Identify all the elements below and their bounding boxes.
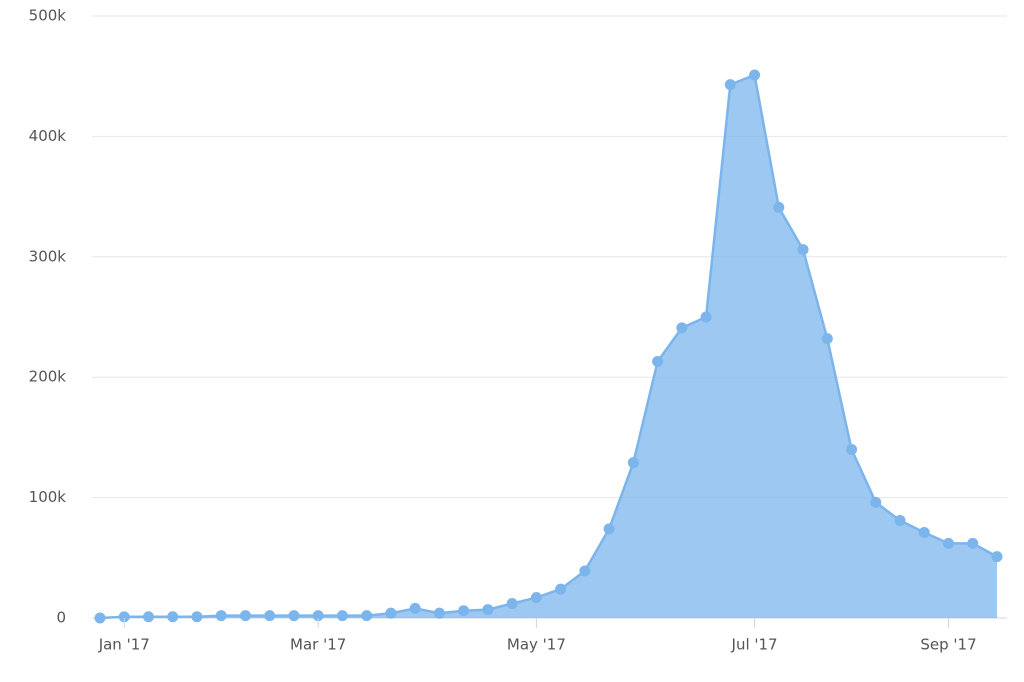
- y-tick-label: 300k: [29, 247, 67, 265]
- y-tick-label: 200k: [29, 368, 67, 386]
- data-point: [943, 537, 955, 549]
- data-point: [821, 333, 833, 345]
- data-point: [409, 602, 421, 614]
- data-point: [385, 607, 397, 619]
- data-point: [555, 583, 567, 595]
- y-tick-label: 0: [56, 609, 66, 627]
- data-point: [142, 611, 154, 623]
- data-point: [94, 612, 106, 624]
- y-tick-label: 500k: [29, 7, 67, 25]
- data-point: [627, 457, 639, 469]
- data-point: [118, 611, 130, 623]
- x-tick-label: Jan '17: [98, 636, 150, 654]
- data-point: [433, 607, 445, 619]
- x-tick-label: Sep '17: [920, 636, 976, 654]
- data-point: [603, 523, 615, 535]
- data-point: [894, 514, 906, 526]
- x-tick-label: Jul '17: [731, 636, 778, 654]
- data-point: [458, 605, 470, 617]
- data-point: [336, 610, 348, 622]
- data-point: [773, 201, 785, 213]
- data-point: [749, 69, 761, 81]
- data-point: [846, 443, 858, 455]
- data-point: [652, 356, 664, 368]
- data-point: [700, 311, 712, 323]
- data-point: [991, 551, 1003, 563]
- data-point: [724, 79, 736, 91]
- y-tick-label: 400k: [29, 127, 67, 145]
- area-fill: [100, 74, 997, 619]
- y-tick-label: 100k: [29, 488, 67, 506]
- data-point: [215, 610, 227, 622]
- x-tick-label: May '17: [507, 636, 566, 654]
- x-tick-label: Mar '17: [290, 636, 346, 654]
- data-point: [870, 496, 882, 508]
- data-point: [167, 611, 179, 623]
- data-point: [312, 610, 324, 622]
- data-point: [288, 610, 300, 622]
- data-point: [530, 592, 542, 604]
- data-point: [361, 610, 373, 622]
- data-point: [579, 565, 591, 577]
- data-point: [918, 527, 930, 539]
- data-point: [506, 598, 518, 610]
- data-point: [676, 322, 688, 334]
- data-point: [264, 610, 276, 622]
- data-point: [797, 244, 809, 256]
- data-point: [967, 537, 979, 549]
- data-point: [191, 611, 203, 623]
- data-point: [482, 604, 494, 616]
- data-point: [239, 610, 251, 622]
